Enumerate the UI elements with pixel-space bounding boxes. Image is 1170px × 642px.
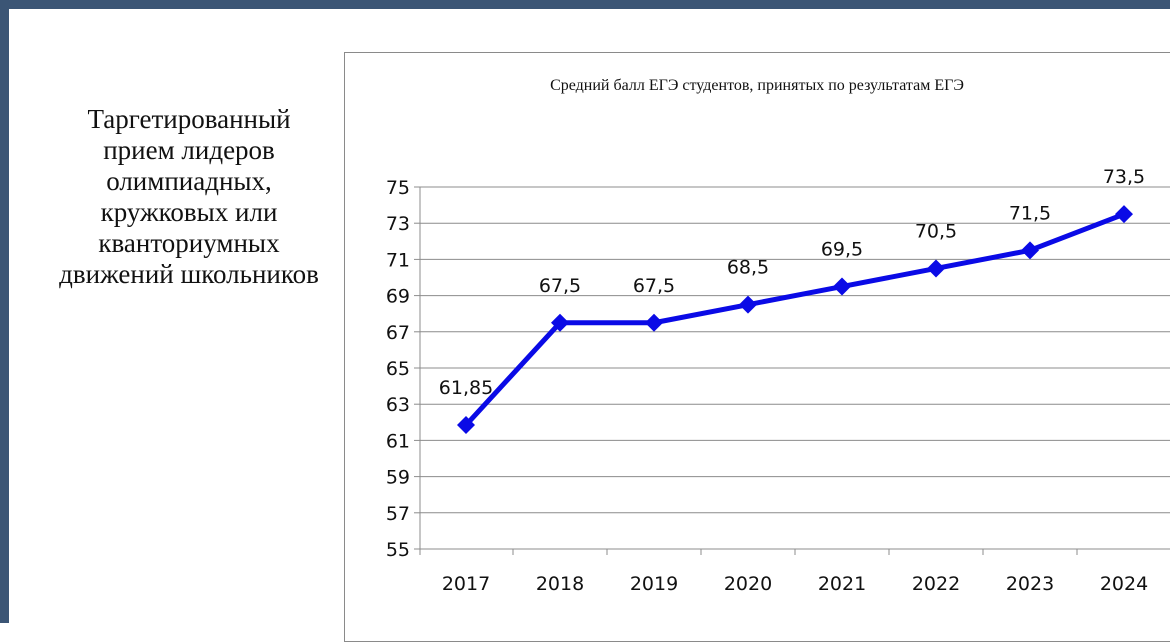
- x-tick-label: 2017: [442, 573, 490, 595]
- series-line: [464, 211, 1125, 427]
- data-label: 67,5: [633, 275, 675, 297]
- y-tick-label: 69: [386, 286, 410, 308]
- y-tick-label: 75: [386, 177, 410, 199]
- data-point-marker: [645, 313, 663, 332]
- chart-area: [344, 52, 1170, 642]
- y-tick-label: 65: [386, 358, 410, 380]
- y-tick-label: 71: [386, 249, 410, 271]
- data-label: 69,5: [821, 239, 863, 261]
- x-tick-label: 2024: [1100, 573, 1148, 595]
- caption-line: движений школьников: [59, 259, 319, 289]
- chart-title: Средний балл ЕГЭ студентов, принятых по …: [550, 77, 964, 94]
- x-tick-label: 2020: [724, 573, 772, 595]
- y-tick-label: 59: [386, 467, 410, 489]
- data-point-marker: [1115, 205, 1133, 224]
- y-tick-label: 61: [386, 430, 410, 452]
- y-tick-label: 67: [386, 322, 410, 344]
- y-tick-label: 55: [386, 539, 410, 561]
- y-tick-label: 57: [386, 503, 410, 525]
- data-point-marker: [551, 313, 569, 332]
- data-label: 70,5: [915, 220, 957, 242]
- data-point-marker: [457, 416, 475, 435]
- caption-line: Таргетированный: [87, 104, 291, 134]
- data-label: 68,5: [727, 257, 769, 279]
- caption-line: кванториумных: [98, 228, 280, 258]
- left-caption: Таргетированный прием лидеров олимпиадны…: [14, 104, 364, 290]
- caption-line: прием лидеров: [103, 135, 275, 165]
- line-chart: 55 57 59 61 63 65 67 69 71 73 75 2017 2018 2019 2020 20…: [386, 166, 1170, 595]
- y-tick-label: 63: [386, 394, 410, 416]
- data-label: 71,5: [1009, 202, 1051, 224]
- caption-line: кружковых или: [100, 197, 278, 227]
- x-tick-label: 2021: [818, 573, 866, 595]
- y-tick-label: 73: [386, 213, 410, 235]
- data-label: 67,5: [539, 275, 581, 297]
- data-label: 73,5: [1103, 166, 1145, 188]
- data-point-marker: [1021, 241, 1039, 260]
- x-tick-label: 2018: [536, 573, 584, 595]
- data-point-marker: [739, 295, 757, 314]
- caption-line: олимпиадных,: [106, 166, 272, 196]
- x-tick-label: 2022: [912, 573, 960, 595]
- x-tick-label: 2023: [1006, 573, 1054, 595]
- x-tick-label: 2019: [630, 573, 678, 595]
- data-label: 61,85: [439, 377, 493, 399]
- data-point-marker: [833, 277, 851, 296]
- data-point-marker: [927, 259, 945, 278]
